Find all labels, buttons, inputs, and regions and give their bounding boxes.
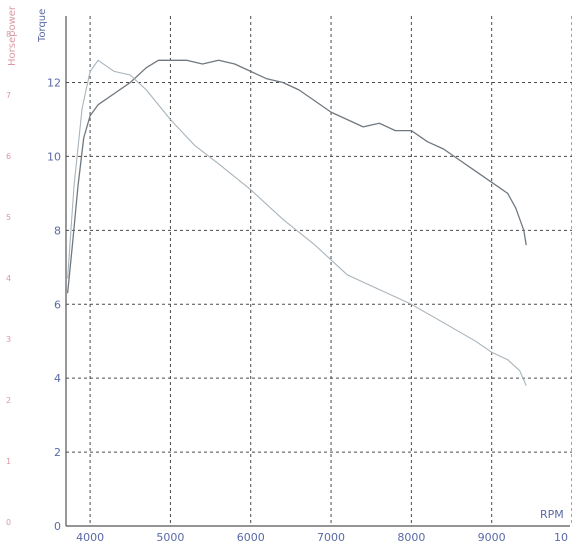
secondary-y-tick-label: 8 <box>6 30 11 39</box>
y-tick-label: 10 <box>47 150 61 163</box>
x-tick-label: 10 <box>554 531 568 544</box>
y-tick-label: 8 <box>54 224 61 237</box>
secondary-y-axis-title: Horsepower <box>7 5 18 66</box>
y-tick-label: 12 <box>47 77 61 90</box>
y-tick-label: 2 <box>54 446 61 459</box>
x-tick-label: 6000 <box>237 531 265 544</box>
x-tick-label: 8000 <box>397 531 425 544</box>
axes <box>65 16 570 527</box>
series-lines <box>66 59 527 386</box>
x-tick-label: 7000 <box>317 531 345 544</box>
secondary-y-tick-label: 4 <box>6 274 11 283</box>
grid-lines <box>66 16 572 526</box>
y-tick-label: 6 <box>54 298 61 311</box>
y-tick-labels: 0 2 4 6 8 10 12 <box>47 77 61 533</box>
series-line-1 <box>66 59 527 294</box>
secondary-y-tick-label: 1 <box>6 457 11 466</box>
secondary-y-tick-label: 2 <box>6 396 11 405</box>
y-tick-label: 0 <box>54 520 61 533</box>
secondary-y-tick-label: 3 <box>6 335 11 344</box>
x-tick-label: 9000 <box>478 531 506 544</box>
secondary-y-tick-label: 6 <box>6 152 11 161</box>
series-line-2 <box>67 59 527 386</box>
secondary-y-tick-labels: 0 1 2 3 4 5 6 7 8 <box>6 30 11 527</box>
x-axis-title: RPM <box>540 508 564 521</box>
x-tick-labels: 4000 5000 6000 7000 8000 9000 10 <box>76 531 568 544</box>
x-tick-label: 4000 <box>76 531 104 544</box>
x-tick-label: 5000 <box>156 531 184 544</box>
secondary-y-tick-label: 5 <box>6 213 11 222</box>
y-axis-title: Torque <box>37 9 48 43</box>
secondary-y-tick-label: 7 <box>6 91 11 100</box>
secondary-y-tick-label: 0 <box>6 518 11 527</box>
y-tick-label: 4 <box>54 372 61 385</box>
